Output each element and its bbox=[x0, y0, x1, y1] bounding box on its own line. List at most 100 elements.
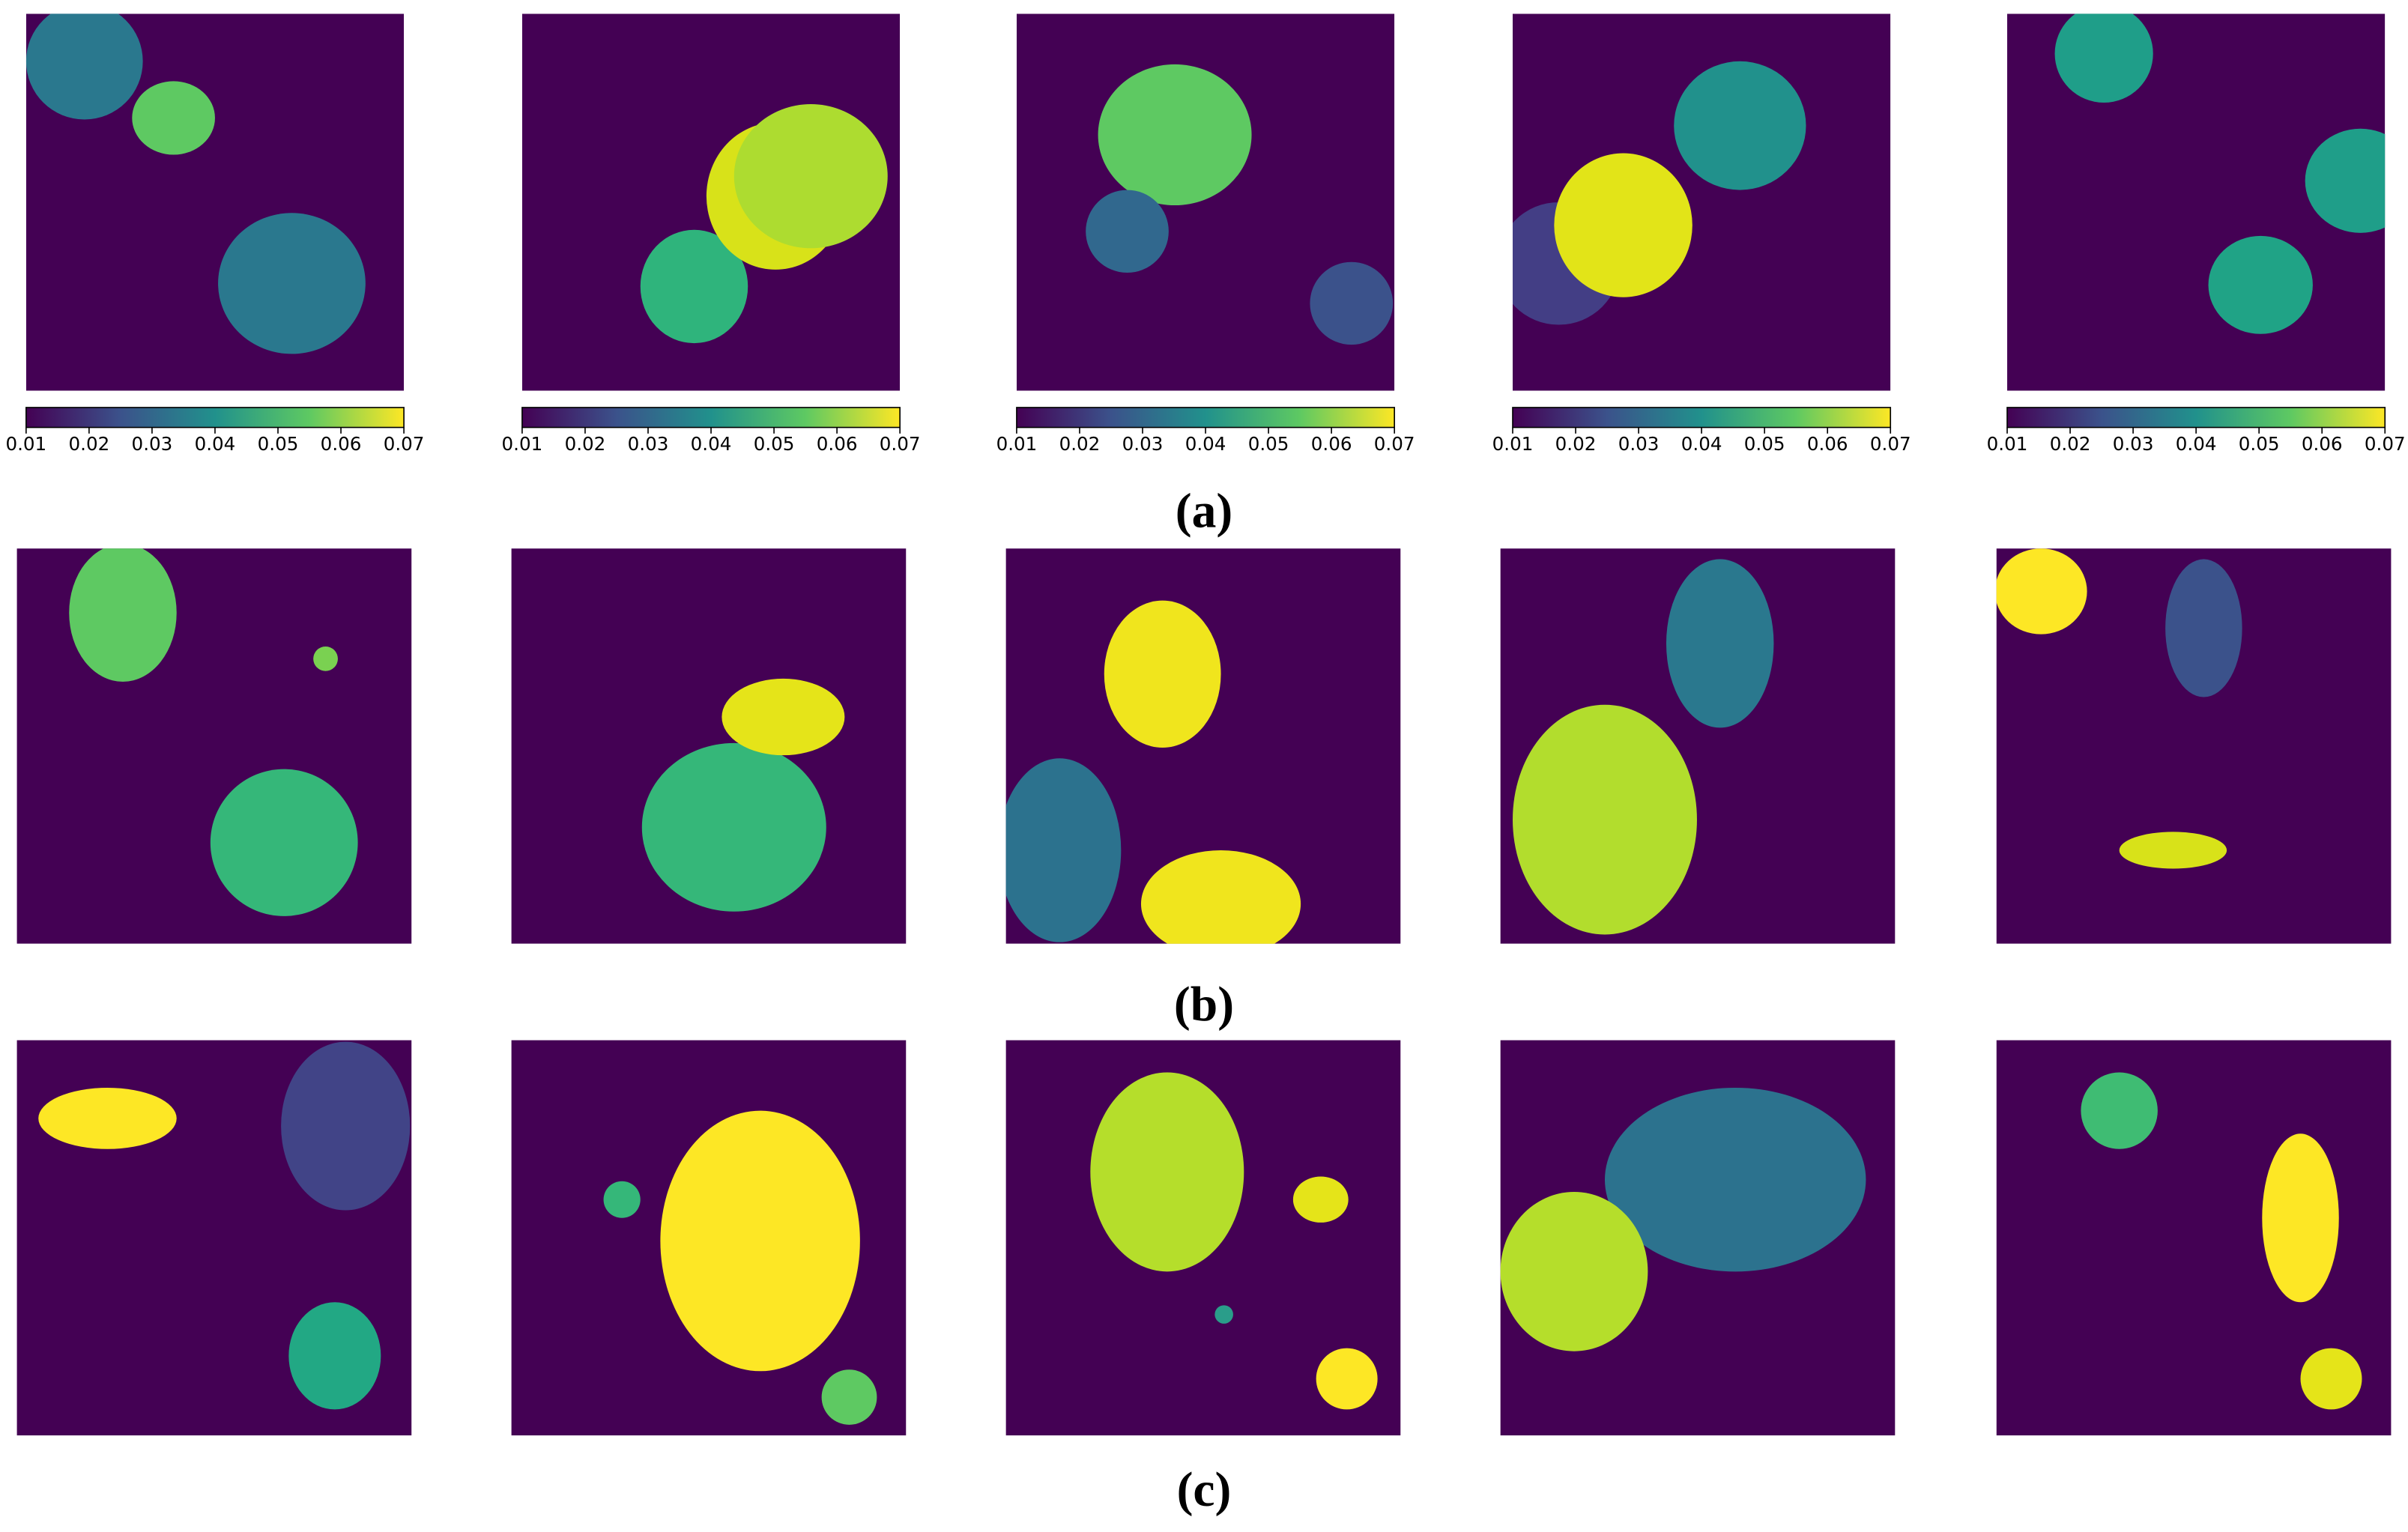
blob bbox=[641, 742, 826, 912]
colorbar-tick-label: 0.04 bbox=[2176, 433, 2217, 455]
colorbar-tick-label: 0.07 bbox=[1870, 433, 1911, 455]
colorbar-tick-label: 0.01 bbox=[5, 433, 46, 455]
colorbar bbox=[25, 407, 405, 429]
heatmap-panel bbox=[1005, 548, 1401, 944]
blob bbox=[1005, 758, 1122, 942]
colorbar-tick-label: 0.07 bbox=[2365, 433, 2406, 455]
caption: (a) bbox=[1176, 485, 1232, 539]
blob bbox=[281, 1041, 411, 1211]
blob bbox=[640, 229, 748, 344]
blob bbox=[1086, 190, 1169, 273]
blob bbox=[2300, 1348, 2362, 1410]
blob bbox=[69, 548, 177, 682]
blob bbox=[313, 646, 338, 671]
blob bbox=[1604, 1087, 1866, 1272]
blob bbox=[1500, 1192, 1648, 1351]
heatmap-panel bbox=[25, 13, 405, 391]
heatmap-panel bbox=[2007, 13, 2386, 391]
blob bbox=[1098, 64, 1252, 206]
blob bbox=[218, 213, 366, 354]
colorbar-tick-label: 0.01 bbox=[502, 433, 543, 455]
blob bbox=[210, 769, 358, 916]
colorbar-tick-label: 0.04 bbox=[1681, 433, 1722, 455]
colorbar-tick-label: 0.04 bbox=[691, 433, 732, 455]
heatmap-panel bbox=[1512, 13, 1891, 391]
heatmap-panel bbox=[1005, 1040, 1401, 1436]
colorbar-tick-label: 0.03 bbox=[1618, 433, 1660, 455]
blob bbox=[722, 678, 845, 756]
colorbar-tick-label: 0.02 bbox=[69, 433, 110, 455]
colorbar-tick-label: 0.03 bbox=[2113, 433, 2154, 455]
colorbar-tick-label: 0.03 bbox=[1122, 433, 1164, 455]
colorbar-tick-label: 0.07 bbox=[384, 433, 425, 455]
blob bbox=[288, 1302, 381, 1410]
blob bbox=[2305, 128, 2386, 233]
colorbar-tick-label: 0.02 bbox=[565, 433, 606, 455]
heatmap-panel bbox=[521, 13, 901, 391]
colorbar-tick-label: 0.06 bbox=[2302, 433, 2343, 455]
colorbar bbox=[1016, 407, 1395, 429]
heatmap-panel bbox=[1500, 548, 1896, 944]
colorbar-tick-label: 0.05 bbox=[1248, 433, 1289, 455]
colorbar-tick-label: 0.03 bbox=[628, 433, 669, 455]
blob bbox=[2262, 1133, 2339, 1303]
blob bbox=[132, 81, 215, 155]
colorbar-tick-label: 0.07 bbox=[880, 433, 921, 455]
heatmap-panel bbox=[1996, 1040, 2392, 1436]
colorbar bbox=[1512, 407, 1892, 429]
blob bbox=[660, 1110, 860, 1372]
blob bbox=[1140, 850, 1301, 944]
colorbar-tick-label: 0.01 bbox=[996, 433, 1038, 455]
colorbar-tick-label: 0.05 bbox=[754, 433, 795, 455]
heatmap-panel bbox=[16, 1040, 412, 1436]
colorbar-tick-label: 0.06 bbox=[1807, 433, 1848, 455]
heatmap-panel bbox=[1500, 1040, 1896, 1436]
blob bbox=[1090, 1072, 1244, 1272]
colorbar-tick-label: 0.02 bbox=[1555, 433, 1597, 455]
blob bbox=[1512, 704, 1697, 935]
blob bbox=[1316, 1348, 1378, 1410]
blob bbox=[2119, 832, 2227, 869]
colorbar-tick-label: 0.05 bbox=[258, 433, 299, 455]
blob bbox=[25, 13, 143, 120]
colorbar bbox=[521, 407, 901, 429]
colorbar-tick-label: 0.01 bbox=[1987, 433, 2028, 455]
heatmap-panel bbox=[511, 548, 907, 944]
blob bbox=[1310, 261, 1394, 345]
colorbar-tick-label: 0.06 bbox=[1311, 433, 1352, 455]
blob bbox=[821, 1369, 877, 1425]
colorbar-tick-label: 0.02 bbox=[2050, 433, 2091, 455]
blob bbox=[2165, 559, 2242, 697]
blob bbox=[733, 104, 888, 249]
blob bbox=[603, 1181, 641, 1218]
blob bbox=[38, 1087, 177, 1149]
blob bbox=[2081, 1072, 2158, 1149]
blob bbox=[1292, 1176, 1349, 1223]
blob bbox=[2208, 235, 2313, 334]
colorbar-tick-label: 0.02 bbox=[1059, 433, 1101, 455]
colorbar-tick-label: 0.04 bbox=[1185, 433, 1226, 455]
blob bbox=[1996, 548, 2087, 635]
colorbar-tick-label: 0.05 bbox=[1744, 433, 1785, 455]
caption: (b) bbox=[1174, 978, 1234, 1032]
caption: (c) bbox=[1177, 1463, 1232, 1517]
colorbar-tick-label: 0.04 bbox=[195, 433, 236, 455]
blob bbox=[1214, 1305, 1233, 1324]
blob bbox=[1554, 153, 1692, 297]
heatmap-panel bbox=[1016, 13, 1395, 391]
blob bbox=[2054, 13, 2153, 103]
colorbar-tick-label: 0.07 bbox=[1374, 433, 1415, 455]
colorbar bbox=[2006, 407, 2386, 429]
colorbar-tick-label: 0.03 bbox=[132, 433, 173, 455]
heatmap-panel bbox=[16, 548, 412, 944]
heatmap-panel bbox=[1996, 548, 2392, 944]
colorbar-tick-label: 0.06 bbox=[321, 433, 362, 455]
colorbar-tick-label: 0.05 bbox=[2239, 433, 2280, 455]
blob bbox=[1674, 61, 1806, 190]
blob bbox=[1666, 559, 1774, 728]
colorbar-tick-label: 0.01 bbox=[1492, 433, 1534, 455]
colorbar-tick-label: 0.06 bbox=[817, 433, 858, 455]
blob bbox=[1104, 600, 1221, 748]
